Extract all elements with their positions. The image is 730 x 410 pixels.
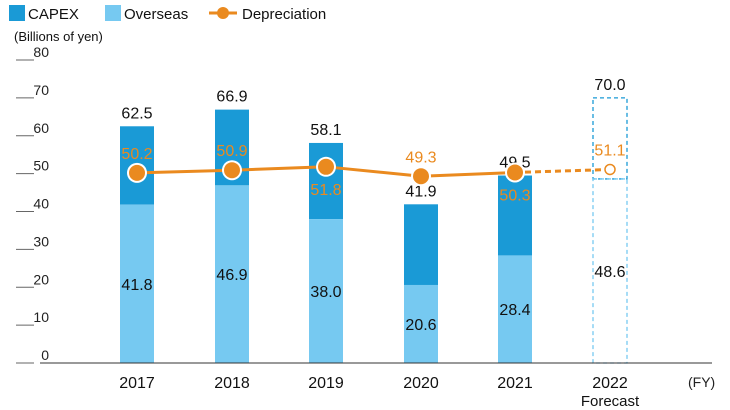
depreciation-value-label-2020: 49.3 bbox=[405, 149, 436, 166]
x-tick-label-2022: 2022 bbox=[592, 375, 628, 392]
overseas-bar-2021 bbox=[498, 255, 532, 363]
depreciation-value-label-2019: 51.8 bbox=[310, 182, 341, 199]
y-axis: 0 10 20 30 40 50 60 70 80 bbox=[16, 44, 49, 364]
x-axis-unit: (FY) bbox=[688, 374, 715, 390]
depreciation-line-segment-2017 bbox=[136, 168, 233, 175]
depreciation-value-label-2021: 50.3 bbox=[499, 187, 530, 204]
overseas-value-label-2021: 28.4 bbox=[499, 302, 530, 319]
overseas-value-label-2020: 20.6 bbox=[405, 317, 436, 334]
legend-capex-label: CAPEX bbox=[28, 6, 79, 23]
y-tick-label-10: 10 bbox=[33, 309, 49, 325]
legend-depreciation-label: Depreciation bbox=[242, 6, 326, 23]
depreciation-line-segment-2018 bbox=[231, 165, 327, 172]
x-tick-label-2019: 2019 bbox=[308, 375, 344, 392]
x-tick-label-2017: 2017 bbox=[119, 375, 155, 392]
depreciation-series bbox=[127, 156, 616, 187]
capex-total-label-2017: 62.5 bbox=[121, 105, 152, 122]
overseas-value-label-2018: 46.9 bbox=[216, 267, 247, 284]
overseas-bar-2020 bbox=[404, 284, 438, 363]
depreciation-marker-2021 bbox=[507, 164, 523, 181]
depreciation-value-label-2018: 50.9 bbox=[216, 143, 247, 160]
depreciation-labels: 50.2 50.9 51.8 49.3 50.3 51.1 bbox=[121, 142, 625, 204]
depreciation-marker-2022 bbox=[604, 163, 616, 176]
y-tick-label-30: 30 bbox=[33, 233, 49, 249]
legend: CAPEX Overseas Depreciation bbox=[9, 5, 326, 23]
x-tick-label-2018: 2018 bbox=[214, 375, 250, 392]
depreciation-marker-2017 bbox=[129, 164, 145, 181]
capex-bar-2022 bbox=[592, 97, 628, 180]
y-axis-label: (Billions of yen) bbox=[14, 29, 103, 44]
bars bbox=[120, 97, 628, 364]
capex-bar-2021 bbox=[498, 175, 532, 256]
bar-labels: 62.541.866.946.958.138.041.920.649.528.4… bbox=[121, 77, 625, 334]
overseas-value-label-2019: 38.0 bbox=[310, 284, 341, 301]
depreciation-line-segment-2020 bbox=[420, 170, 516, 178]
depreciation-line-segment-2021 bbox=[514, 167, 611, 174]
capex-total-label-2022: 70.0 bbox=[594, 77, 625, 94]
legend-capex-swatch bbox=[9, 5, 25, 21]
x-tick-label-2021: 2021 bbox=[497, 375, 533, 392]
y-tick-label-70: 70 bbox=[33, 82, 49, 98]
y-tick-label-80: 80 bbox=[33, 44, 49, 60]
depreciation-value-label-2022: 51.1 bbox=[594, 142, 625, 159]
depreciation-marker-2020 bbox=[413, 168, 429, 185]
overseas-value-label-2017: 41.8 bbox=[121, 277, 152, 294]
y-tick-label-0: 0 bbox=[41, 347, 49, 363]
overseas-value-label-2022: 48.6 bbox=[594, 264, 625, 281]
y-tick-label-60: 60 bbox=[33, 120, 49, 136]
overseas-bar-2022 bbox=[592, 178, 628, 364]
y-tick-label-50: 50 bbox=[33, 158, 49, 174]
overseas-bar-2017 bbox=[120, 204, 154, 363]
capex-total-label-2019: 58.1 bbox=[310, 122, 341, 139]
depreciation-value-label-2017: 50.2 bbox=[121, 146, 152, 163]
x-tick-label-2020: 2020 bbox=[403, 375, 439, 392]
depreciation-marker-2018 bbox=[224, 162, 240, 179]
legend-overseas-label: Overseas bbox=[124, 6, 188, 23]
depreciation-marker-2019 bbox=[318, 158, 334, 175]
y-tick-label-40: 40 bbox=[33, 196, 49, 212]
legend-depreciation-marker bbox=[217, 7, 229, 19]
legend-overseas-swatch bbox=[105, 5, 121, 21]
overseas-bar-2019 bbox=[309, 219, 343, 363]
y-tick-label-20: 20 bbox=[33, 271, 49, 287]
capex-total-label-2018: 66.9 bbox=[216, 89, 247, 106]
overseas-bar-2018 bbox=[215, 185, 249, 363]
depreciation-line-segment-2019 bbox=[325, 165, 422, 178]
capex-bar-2020 bbox=[404, 204, 438, 285]
x-forecast-label: Forecast bbox=[581, 393, 640, 410]
capex-bar-2019 bbox=[309, 142, 343, 220]
capex-total-label-2020: 41.9 bbox=[405, 183, 436, 200]
